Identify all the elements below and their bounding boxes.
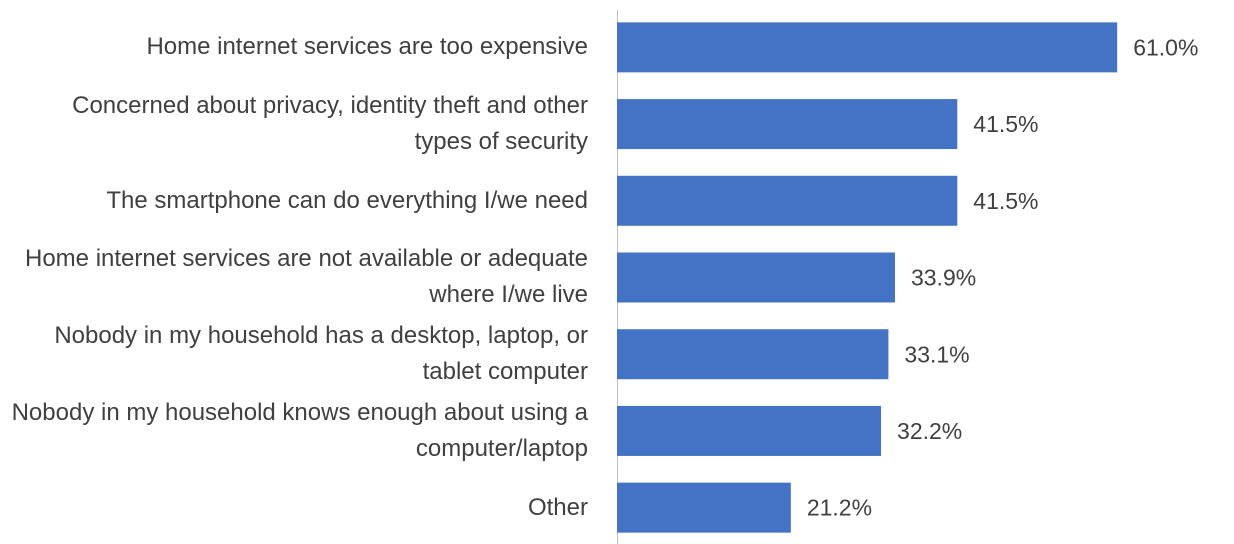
bar bbox=[617, 22, 1118, 73]
category-label: Other bbox=[527, 493, 588, 521]
data-label: 33.1% bbox=[904, 341, 969, 367]
data-label: 41.5% bbox=[973, 188, 1038, 214]
bar bbox=[617, 329, 889, 380]
bar bbox=[617, 252, 895, 303]
data-label: 41.5% bbox=[973, 111, 1038, 137]
category-label: Home internet services are too expensive bbox=[146, 33, 588, 61]
category-label: The smartphone can do everything I/we ne… bbox=[106, 186, 588, 214]
bar bbox=[617, 482, 791, 533]
category-label: Nobody in my household has a desktop, la… bbox=[54, 322, 588, 386]
category-label: Nobody in my household knows enough abou… bbox=[11, 398, 588, 462]
data-label: 21.2% bbox=[807, 495, 872, 521]
bar bbox=[617, 405, 882, 456]
category-label: Home internet services are not available… bbox=[25, 245, 588, 309]
data-label: 32.2% bbox=[897, 418, 962, 444]
bar bbox=[617, 99, 958, 150]
bar bbox=[617, 175, 958, 226]
data-label: 61.0% bbox=[1133, 34, 1198, 60]
data-label: 33.9% bbox=[911, 265, 976, 291]
category-label: Concerned about privacy, identity theft … bbox=[72, 92, 588, 156]
